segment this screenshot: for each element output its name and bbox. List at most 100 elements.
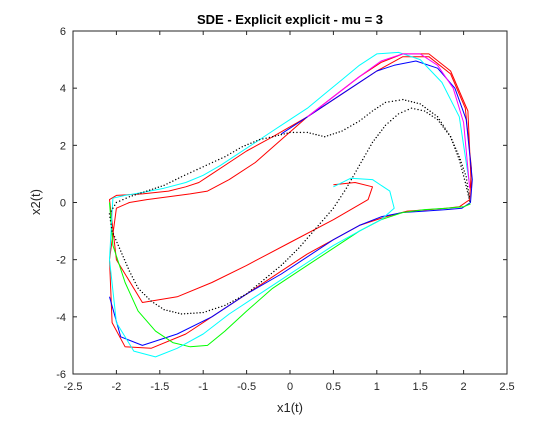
series-point	[423, 110, 426, 112]
x-tick-label: -1.5	[150, 381, 169, 393]
series-point	[361, 158, 364, 161]
series-point	[135, 284, 138, 287]
series-point	[289, 256, 291, 258]
x-axis-label: x1(t)	[277, 400, 303, 415]
series-point	[465, 184, 467, 187]
series-point	[451, 138, 453, 141]
series-point	[199, 167, 201, 169]
series-point	[436, 116, 439, 118]
series-point	[462, 167, 464, 169]
series-point	[454, 147, 457, 149]
series-point	[338, 131, 340, 133]
y-tick-label: 6	[60, 26, 66, 38]
series-point	[459, 162, 461, 164]
series-point	[286, 132, 288, 134]
series-point	[243, 294, 245, 297]
series-point	[353, 173, 356, 175]
ticks-layer: -2.5 -2 -1.5 -1 -0.5 0 0.5 1 1.5 2 2.5 -6 -4 -2 0 2 4 6	[56, 26, 514, 393]
series-point	[405, 99, 407, 102]
series-point	[457, 153, 459, 155]
series-point	[326, 135, 329, 137]
series-point	[466, 179, 468, 181]
series-point	[118, 200, 121, 202]
series-point	[395, 100, 397, 102]
series-point	[120, 250, 122, 252]
series-point	[324, 217, 326, 219]
series-point	[235, 298, 237, 301]
series-point	[128, 196, 131, 198]
y-tick-label: -2	[56, 255, 66, 267]
series-point	[375, 136, 377, 139]
series-point	[370, 144, 372, 147]
series-point	[130, 273, 132, 275]
series-point	[296, 131, 298, 134]
series-point	[467, 194, 469, 196]
series-point	[384, 124, 387, 127]
x-tick-label: 1	[374, 381, 380, 393]
series-point	[371, 141, 374, 144]
series-point	[221, 305, 223, 308]
series-point	[424, 106, 426, 109]
series-point	[453, 144, 455, 147]
series-point	[464, 181, 467, 184]
series-point	[407, 108, 409, 111]
series-dotted-trajectory	[108, 98, 471, 315]
series-point	[131, 276, 134, 278]
series-point	[150, 300, 152, 302]
series-point	[363, 156, 366, 158]
series-point	[263, 278, 265, 281]
series-point	[343, 190, 346, 192]
series-point	[382, 127, 385, 129]
series-point	[458, 158, 460, 161]
series-point	[440, 123, 442, 126]
series-point	[357, 167, 359, 169]
series-point	[410, 107, 413, 109]
series-point	[166, 183, 168, 185]
series-point	[177, 177, 180, 179]
series-point	[407, 100, 410, 102]
series-point	[416, 102, 419, 104]
series-line-1	[109, 60, 473, 346]
series-point	[258, 283, 260, 285]
series-point	[126, 264, 128, 267]
series-point	[146, 190, 148, 192]
series-point	[247, 143, 249, 146]
series-point	[211, 161, 214, 164]
series-point	[376, 106, 379, 109]
series-point	[109, 220, 112, 222]
series-point	[280, 133, 283, 136]
series-point	[468, 200, 471, 202]
series-point	[190, 171, 192, 174]
series-point	[131, 195, 134, 197]
series-point	[363, 116, 366, 118]
series-point	[172, 311, 174, 313]
series-point	[177, 312, 180, 314]
series-point	[365, 153, 367, 155]
series-point	[324, 136, 326, 138]
series-point	[280, 264, 283, 267]
y-tick-label: 4	[60, 83, 66, 95]
series-point	[214, 160, 217, 162]
series-point	[373, 139, 376, 141]
series-point	[110, 223, 112, 225]
series-point	[202, 166, 204, 168]
series-point	[193, 170, 195, 172]
x-tick-label: 2.5	[499, 381, 514, 393]
series-point	[431, 115, 434, 117]
series-point	[238, 147, 241, 150]
series-point	[379, 105, 381, 107]
series-point	[460, 161, 462, 164]
series-point	[113, 204, 116, 207]
series-point	[426, 112, 428, 114]
series-point	[355, 122, 358, 124]
series-line-4	[307, 53, 471, 189]
series-point	[371, 110, 374, 112]
series-point	[391, 100, 394, 103]
series-point	[361, 118, 363, 120]
series-point	[143, 191, 145, 193]
series-point	[381, 129, 383, 131]
series-point	[452, 141, 454, 144]
series-point	[306, 237, 309, 239]
series-point	[205, 310, 207, 313]
